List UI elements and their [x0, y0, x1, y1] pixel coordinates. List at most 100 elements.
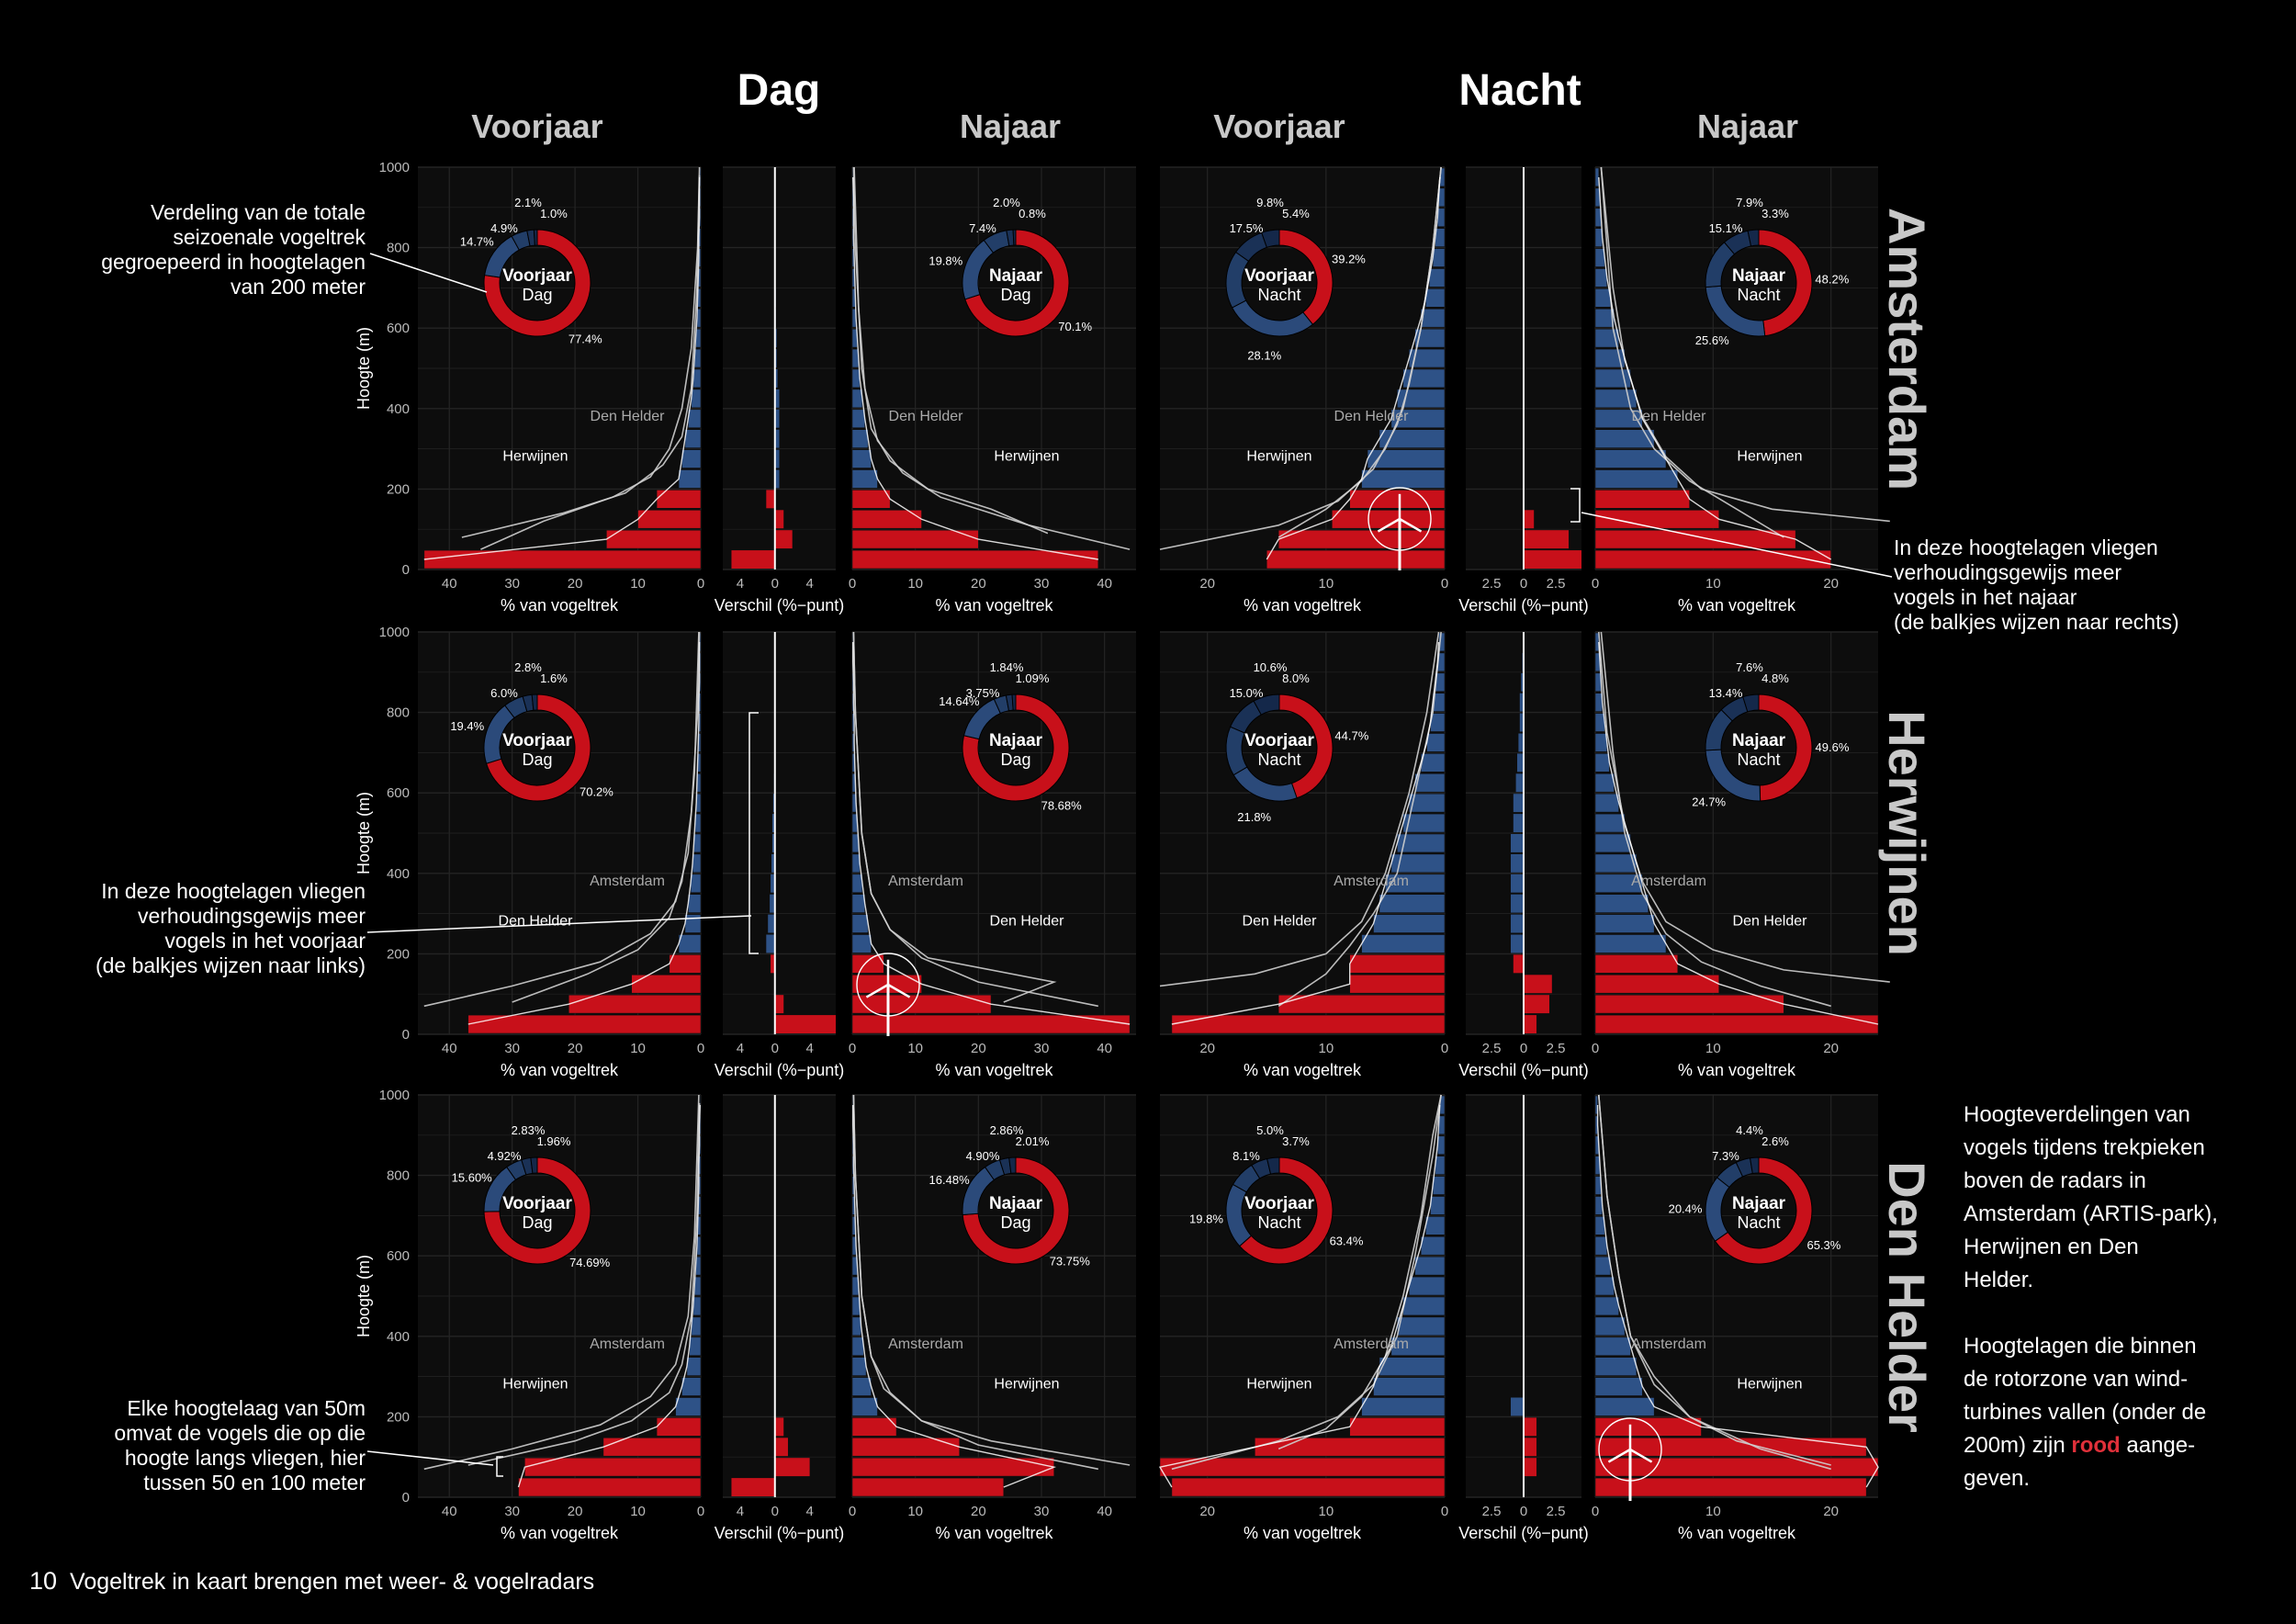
- bar-difference: [1524, 1417, 1536, 1437]
- bar-najaar: [1594, 268, 1608, 288]
- donut-pct-label: 10.6%: [1254, 660, 1288, 674]
- y-tick-label: 600: [387, 321, 410, 336]
- header-nacht: Nacht: [1458, 66, 1581, 115]
- bar-najaar: [1594, 894, 1649, 913]
- bar-voorjaar: [681, 1377, 702, 1396]
- x-tick-label: 2.5: [1482, 1504, 1502, 1519]
- x-tick-label: 40: [442, 1504, 457, 1519]
- profile-line-najaar: [1598, 641, 1879, 1025]
- bar-voorjaar: [691, 1316, 702, 1336]
- bar-najaar: [851, 853, 861, 874]
- bar-najaar: [851, 389, 863, 409]
- x-tick-label: 20: [1199, 1504, 1215, 1519]
- donut-slice: [1239, 1156, 1334, 1265]
- turbine-blade: [1629, 1448, 1653, 1463]
- donut-pct-label: 4.8%: [1761, 671, 1789, 685]
- annotation-line: 200m) zijn rood aange-: [1964, 1429, 2285, 1462]
- bar-najaar: [1594, 529, 1796, 549]
- annotation-leaders: [366, 253, 1893, 1501]
- x-tick-label: 20: [1823, 1504, 1839, 1519]
- y-axis-label: Hoogte (m): [355, 1255, 373, 1337]
- donut-pct-label: 14.64%: [939, 694, 980, 708]
- bar-voorjaar: [1171, 1477, 1446, 1497]
- bar-najaar: [1594, 975, 1720, 994]
- bar-najaar: [1594, 248, 1605, 267]
- donut-title: Najaar: [989, 1194, 1043, 1213]
- donut-pct-label: 1.09%: [1016, 671, 1050, 685]
- header-nacht-najaar: Najaar: [1697, 107, 1798, 145]
- bar-voorjaar: [1373, 1377, 1446, 1396]
- bar-difference: [774, 369, 778, 388]
- x-tick-label: 20: [568, 576, 583, 592]
- donut-pct-label: 19.8%: [929, 254, 962, 268]
- donut-pct-label: 48.2%: [1815, 272, 1849, 286]
- bar-difference: [1511, 874, 1524, 893]
- x-axis-label: Verschil (%−punt): [1458, 1524, 1589, 1542]
- line-label: Herwijnen: [994, 449, 1059, 465]
- bar-difference: [1524, 510, 1535, 529]
- annotation-top-left: Verdeling van de totale seizoenale vogel…: [28, 200, 366, 299]
- turbine-blade: [865, 983, 889, 998]
- profile-line-voorjaar: [467, 642, 701, 1025]
- line-label: Amsterdam: [590, 874, 665, 889]
- donut-slice: [485, 694, 591, 802]
- donut-pct-label: 8.0%: [1282, 671, 1310, 685]
- bar-najaar: [1594, 1357, 1638, 1376]
- bar-najaar: [1594, 1256, 1611, 1276]
- x-tick-label: 0: [1520, 576, 1527, 592]
- line-label: Den Helder: [591, 409, 666, 424]
- annotation-line: verhoudingsgewijs meer: [1894, 560, 2122, 584]
- line-label: Den Helder: [1733, 914, 1808, 930]
- x-axis-label: % van vogeltrek: [501, 1061, 619, 1079]
- profile-line-najaar: [1596, 1105, 1879, 1488]
- x-axis-label: % van vogeltrek: [501, 596, 619, 615]
- bar-najaar: [1594, 228, 1603, 247]
- donut-pct-label: 39.2%: [1332, 252, 1366, 265]
- x-tick-label: 0: [771, 576, 779, 592]
- bar-voorjaar: [1379, 894, 1446, 913]
- x-tick-label: 20: [1199, 576, 1215, 592]
- bar-voorjaar: [1361, 1397, 1446, 1416]
- x-tick-label: 0: [1520, 1504, 1527, 1519]
- bar-najaar: [1594, 1236, 1608, 1256]
- donut-pct-label: 21.8%: [1237, 810, 1271, 824]
- bar-voorjaar: [606, 529, 702, 549]
- leader-line: [1581, 512, 1893, 578]
- line-label: Herwijnen: [502, 1377, 568, 1393]
- bar-difference: [1524, 1458, 1536, 1477]
- turbine-blade: [1607, 1448, 1631, 1463]
- comparison-line: [1598, 1094, 1831, 1471]
- donut-pct-label: 5.4%: [1282, 207, 1310, 220]
- line-label: Amsterdam: [590, 1336, 665, 1352]
- x-axis-label: % van vogeltrek: [1244, 596, 1362, 615]
- bar-voorjaar: [689, 1336, 702, 1357]
- bar-difference: [774, 469, 780, 489]
- bar-najaar: [1594, 1397, 1655, 1416]
- donut-subtitle: Dag: [522, 286, 552, 304]
- donut-pct-label: 74.69%: [569, 1256, 611, 1269]
- annotation-line: vogels in het najaar: [1894, 585, 2077, 609]
- bar-voorjaar: [1432, 248, 1446, 267]
- donut-pct-label: 8.1%: [1232, 1149, 1260, 1163]
- donut-pct-label: 24.7%: [1692, 795, 1726, 809]
- bar-voorjaar: [692, 853, 702, 874]
- annotation-line: van 200 meter: [230, 275, 366, 299]
- bar-difference: [774, 1015, 836, 1033]
- donut-pct-label: 25.6%: [1695, 333, 1729, 347]
- bar-najaar: [1594, 914, 1655, 933]
- bar-voorjaar: [467, 1014, 702, 1034]
- donut-pct-label: 73.75%: [1050, 1254, 1091, 1268]
- x-tick-label: 10: [907, 576, 923, 592]
- bar-voorjaar: [691, 389, 702, 409]
- x-tick-label: 0: [771, 1504, 779, 1519]
- annotation-line: In deze hoogtelagen vliegen: [1894, 536, 2158, 559]
- bar-voorjaar: [1425, 1216, 1446, 1235]
- x-tick-label: 40: [1097, 1041, 1112, 1056]
- bar-najaar: [1594, 1095, 1598, 1115]
- bar-voorjaar: [692, 1296, 702, 1316]
- annotation-mid-left: In deze hoogtelagen vliegen verhoudingsg…: [18, 879, 366, 978]
- x-tick-label: 10: [630, 1041, 646, 1056]
- bar-najaar: [1594, 994, 1784, 1014]
- donut-pct-label: 70.1%: [1058, 320, 1092, 333]
- donut-pct-label: 1.84%: [990, 660, 1024, 674]
